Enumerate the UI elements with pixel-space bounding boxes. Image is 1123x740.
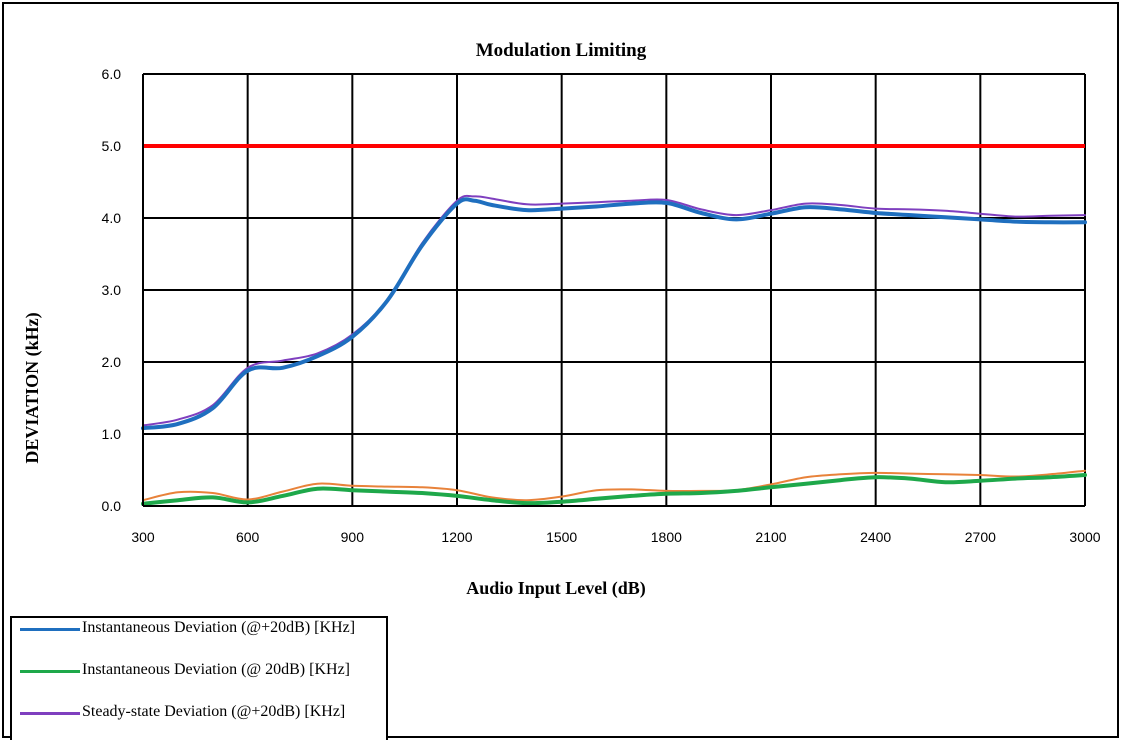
x-tick-label: 3000	[1069, 529, 1100, 545]
legend-swatch	[20, 712, 80, 715]
legend-label: Instantaneous Deviation (@ 20dB) [KHz]	[82, 661, 350, 678]
x-tick-labels: 300 600 900 1200 1500 1800 2100 2400 2700 3000	[131, 529, 1100, 545]
y-tick-label: 2.0	[102, 354, 122, 370]
legend-item: Instantaneous Deviation (@+20dB) [KHz]	[12, 618, 386, 660]
y-axis-label: DEVIATION (kHz)	[22, 312, 43, 463]
x-tick-label: 300	[131, 529, 155, 545]
series-line	[142, 194, 1086, 427]
x-tick-label: 1500	[546, 529, 577, 545]
legend-label: Instantaneous Deviation (@+20dB) [KHz]	[82, 619, 356, 636]
legend: Instantaneous Deviation (@+20dB) [KHz] I…	[10, 616, 388, 740]
legend-item: Steady-state Deviation (@+20dB) [KHz]	[12, 702, 386, 740]
x-tick-label: 2700	[965, 529, 996, 545]
y-tick-label: 5.0	[102, 138, 122, 154]
series-group	[141, 194, 1087, 506]
x-tick-label: 900	[341, 529, 365, 545]
series-line	[141, 473, 1087, 506]
x-tick-label: 2100	[755, 529, 786, 545]
y-tick-label: 4.0	[102, 210, 122, 226]
x-tick-label: 600	[236, 529, 260, 545]
chart-title: Modulation Limiting	[476, 40, 647, 61]
grid	[142, 73, 1086, 507]
y-tick-label: 3.0	[102, 282, 122, 298]
legend-swatch	[20, 628, 80, 631]
x-axis-label: Audio Input Level (dB)	[466, 578, 646, 599]
x-tick-label: 1800	[651, 529, 682, 545]
x-tick-label: 1200	[441, 529, 472, 545]
legend-swatch	[20, 670, 80, 673]
series-line	[141, 197, 1087, 431]
legend-label: Steady-state Deviation (@+20dB) [KHz]	[82, 703, 346, 720]
series-line	[142, 469, 1086, 502]
y-tick-label: 0.0	[102, 498, 122, 514]
y-tick-labels: 0.0 1.0 2.0 3.0 4.0 5.0 6.0	[102, 66, 122, 514]
x-tick-label: 2400	[860, 529, 891, 545]
y-tick-label: 6.0	[102, 66, 122, 82]
legend-item: Instantaneous Deviation (@ 20dB) [KHz]	[12, 660, 386, 702]
y-tick-label: 1.0	[102, 426, 122, 442]
axes	[142, 74, 1085, 507]
